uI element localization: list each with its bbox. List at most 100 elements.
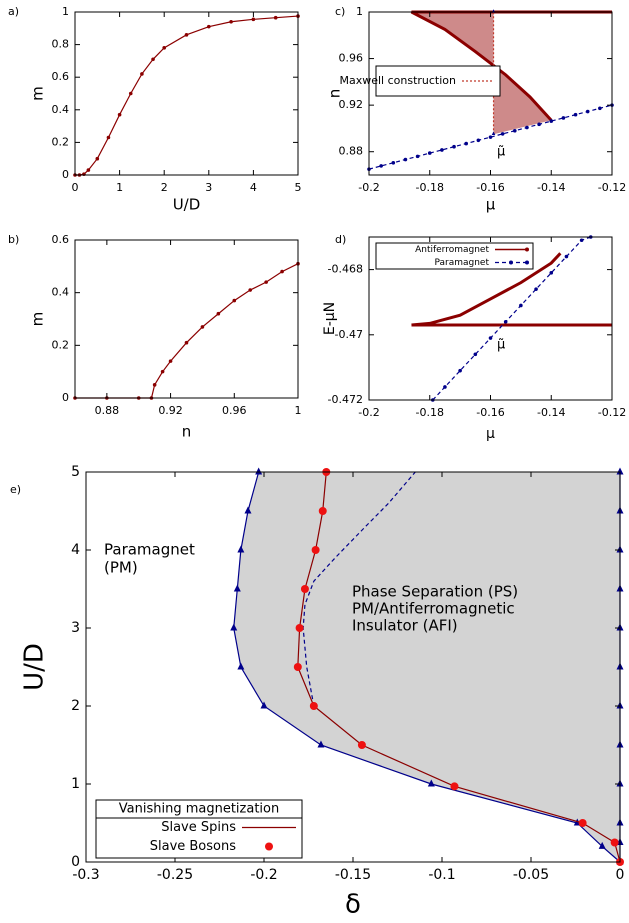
point-marker — [464, 141, 469, 146]
point-marker — [293, 663, 302, 671]
y-axis-label: U/D — [20, 643, 50, 691]
panel-label: d) — [335, 233, 346, 246]
region-fill — [233, 472, 621, 862]
point-marker — [503, 319, 508, 324]
point-marker — [318, 507, 327, 515]
y-axis-label: m — [29, 86, 47, 101]
point-marker — [168, 359, 173, 363]
x-axis-label: μ — [486, 426, 495, 442]
point-marker — [579, 238, 584, 243]
point-marker — [273, 15, 278, 20]
annotation: Phase Separation (PS) — [352, 583, 518, 601]
point-marker — [184, 340, 189, 345]
annotation: μ̃ — [497, 338, 505, 353]
point-marker — [117, 112, 122, 117]
plot-frame — [74, 239, 299, 399]
point-marker — [537, 122, 541, 127]
legend-box — [375, 242, 534, 270]
point-marker — [357, 741, 366, 749]
x-tick-label: -0.15 — [335, 867, 371, 883]
legend-swatch — [525, 260, 529, 265]
point-marker — [610, 838, 619, 847]
y-tick-label: -0.472 — [328, 393, 363, 406]
x-tick-label: 2 — [161, 181, 168, 194]
point-marker — [152, 383, 157, 387]
x-tick-label: 1 — [116, 181, 123, 194]
point-marker — [106, 135, 111, 140]
x-tick-label: 0 — [72, 181, 79, 194]
point-marker — [128, 91, 133, 96]
point-marker — [573, 112, 578, 117]
y-tick-label: 2 — [71, 698, 80, 714]
x-tick-label: 5 — [295, 181, 302, 194]
shaded-region — [411, 12, 494, 66]
point-marker — [251, 17, 256, 22]
point-marker — [452, 144, 456, 149]
triangle-marker — [616, 467, 624, 475]
x-tick-label: 4 — [250, 181, 257, 194]
point-marker — [140, 72, 144, 76]
point-marker — [300, 585, 309, 593]
point-marker — [160, 369, 165, 374]
x-tick-label: -0.12 — [598, 406, 626, 419]
legend-label: Antiferromagnet — [415, 245, 489, 255]
point-marker — [534, 287, 538, 291]
legend-label: Slave Spins — [161, 820, 236, 835]
point-marker — [95, 156, 100, 161]
x-tick-label: 0.96 — [222, 404, 247, 417]
y-tick-label: 0.96 — [339, 52, 364, 65]
y-tick-label: 0 — [62, 391, 69, 404]
point-marker — [561, 116, 566, 120]
annotation: Insulator (AFI) — [352, 617, 458, 635]
panel-label: c) — [335, 5, 345, 18]
triangle-marker — [317, 740, 325, 748]
y-tick-label: 4 — [71, 542, 80, 558]
y-tick-label: 0.4 — [52, 103, 70, 116]
shaded-region — [493, 65, 552, 135]
annotation: PM/Antiferromagnetic — [352, 600, 515, 618]
point-marker — [184, 33, 189, 37]
series-line — [302, 471, 416, 707]
point-marker — [440, 148, 444, 152]
y-tick-label: 0.2 — [52, 135, 70, 148]
triangle-marker — [237, 545, 245, 553]
x-tick-label: -0.1 — [428, 867, 455, 883]
x-tick-label: -0.05 — [513, 867, 549, 883]
x-tick-label: -0.2 — [358, 406, 379, 419]
y-tick-label: 3 — [71, 620, 80, 636]
y-tick-label: 5 — [71, 464, 80, 480]
point-marker — [200, 325, 205, 329]
point-marker — [458, 368, 462, 373]
triangle-marker — [233, 584, 241, 592]
triangle-marker — [230, 623, 238, 631]
legend-title: Vanishing magnetization — [119, 802, 279, 817]
x-axis-label: δ — [345, 890, 361, 920]
x-tick-label: -0.14 — [537, 406, 565, 419]
point-marker — [216, 311, 221, 316]
x-tick-label: -0.2 — [250, 867, 277, 883]
series-line — [75, 15, 299, 176]
y-tick-label: 0.92 — [339, 98, 364, 111]
x-tick-label: 0 — [616, 867, 625, 883]
point-marker — [473, 352, 478, 357]
point-marker — [513, 128, 517, 133]
triangle-marker — [260, 701, 268, 709]
point-marker — [500, 132, 505, 136]
point-marker — [427, 151, 432, 155]
x-tick-label: -0.12 — [598, 181, 626, 194]
legend-label: Maxwell construction — [339, 74, 456, 87]
x-tick-label: 3 — [205, 181, 212, 194]
legend-swatch — [509, 260, 513, 265]
series-line — [432, 236, 591, 401]
point-marker — [578, 819, 587, 827]
panel-label: b) — [8, 233, 19, 246]
point-marker — [519, 303, 523, 308]
point-marker — [232, 298, 237, 303]
point-marker — [450, 782, 459, 791]
y-tick-label: 1 — [71, 776, 80, 792]
point-marker — [549, 119, 554, 123]
point-marker — [549, 271, 554, 275]
panel-label: a) — [8, 5, 19, 18]
y-tick-label: 1 — [62, 5, 69, 18]
triangle-marker — [491, 131, 496, 136]
